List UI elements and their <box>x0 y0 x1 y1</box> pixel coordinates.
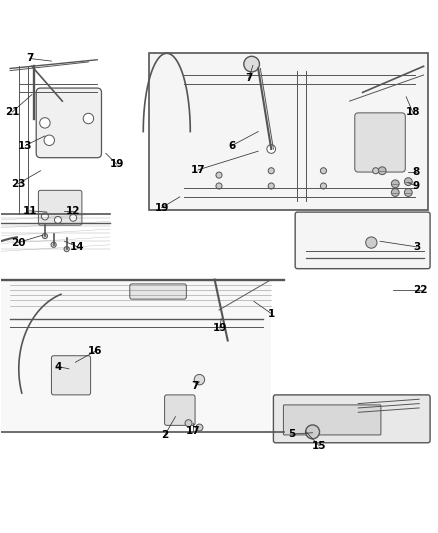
Circle shape <box>321 183 326 189</box>
Circle shape <box>244 56 259 72</box>
Circle shape <box>194 375 205 385</box>
Text: 7: 7 <box>191 381 199 391</box>
Text: 17: 17 <box>186 426 200 436</box>
Text: 7: 7 <box>26 53 33 63</box>
Circle shape <box>216 172 222 178</box>
Text: 17: 17 <box>191 165 205 175</box>
FancyBboxPatch shape <box>295 212 430 269</box>
Circle shape <box>64 246 69 252</box>
Text: 19: 19 <box>110 159 124 169</box>
Text: 14: 14 <box>70 242 85 252</box>
Text: 20: 20 <box>11 238 25 247</box>
Circle shape <box>42 213 48 220</box>
Text: 11: 11 <box>22 206 37 216</box>
Circle shape <box>366 237 377 248</box>
Text: 22: 22 <box>413 286 428 295</box>
Circle shape <box>321 168 326 174</box>
Text: 19: 19 <box>154 203 169 213</box>
Text: 13: 13 <box>18 141 32 150</box>
Circle shape <box>268 168 274 174</box>
Circle shape <box>391 189 399 197</box>
Circle shape <box>185 419 192 426</box>
Text: 9: 9 <box>413 181 420 191</box>
Text: 4: 4 <box>54 361 62 372</box>
Circle shape <box>378 167 386 175</box>
Circle shape <box>404 177 412 185</box>
FancyBboxPatch shape <box>130 284 186 299</box>
Text: 6: 6 <box>229 141 236 150</box>
FancyBboxPatch shape <box>36 88 102 158</box>
Text: 5: 5 <box>289 429 296 439</box>
Circle shape <box>44 135 54 146</box>
Circle shape <box>70 214 77 221</box>
Circle shape <box>306 425 320 439</box>
FancyBboxPatch shape <box>283 405 381 435</box>
FancyBboxPatch shape <box>39 190 82 225</box>
FancyBboxPatch shape <box>273 395 430 443</box>
Text: 23: 23 <box>11 179 25 189</box>
Text: 12: 12 <box>66 206 81 216</box>
Circle shape <box>54 216 61 223</box>
Text: 16: 16 <box>88 346 102 357</box>
FancyBboxPatch shape <box>165 395 195 425</box>
FancyBboxPatch shape <box>355 113 405 172</box>
Text: 1: 1 <box>268 309 275 319</box>
Circle shape <box>267 144 276 154</box>
Text: 19: 19 <box>213 324 227 333</box>
Polygon shape <box>149 53 428 210</box>
Text: 2: 2 <box>161 430 168 440</box>
FancyBboxPatch shape <box>51 356 91 395</box>
Circle shape <box>51 242 56 247</box>
Text: 7: 7 <box>245 74 252 84</box>
Text: 18: 18 <box>406 107 420 117</box>
Circle shape <box>83 114 94 124</box>
Polygon shape <box>1 279 271 432</box>
Text: 15: 15 <box>312 441 326 451</box>
Text: 3: 3 <box>413 242 420 252</box>
Circle shape <box>391 180 399 188</box>
Circle shape <box>40 118 50 128</box>
Circle shape <box>268 183 274 189</box>
Circle shape <box>373 168 379 174</box>
Text: 8: 8 <box>413 167 420 176</box>
Circle shape <box>404 189 412 197</box>
Circle shape <box>216 183 222 189</box>
Circle shape <box>42 233 47 239</box>
Circle shape <box>196 424 203 431</box>
Text: 21: 21 <box>5 107 20 117</box>
